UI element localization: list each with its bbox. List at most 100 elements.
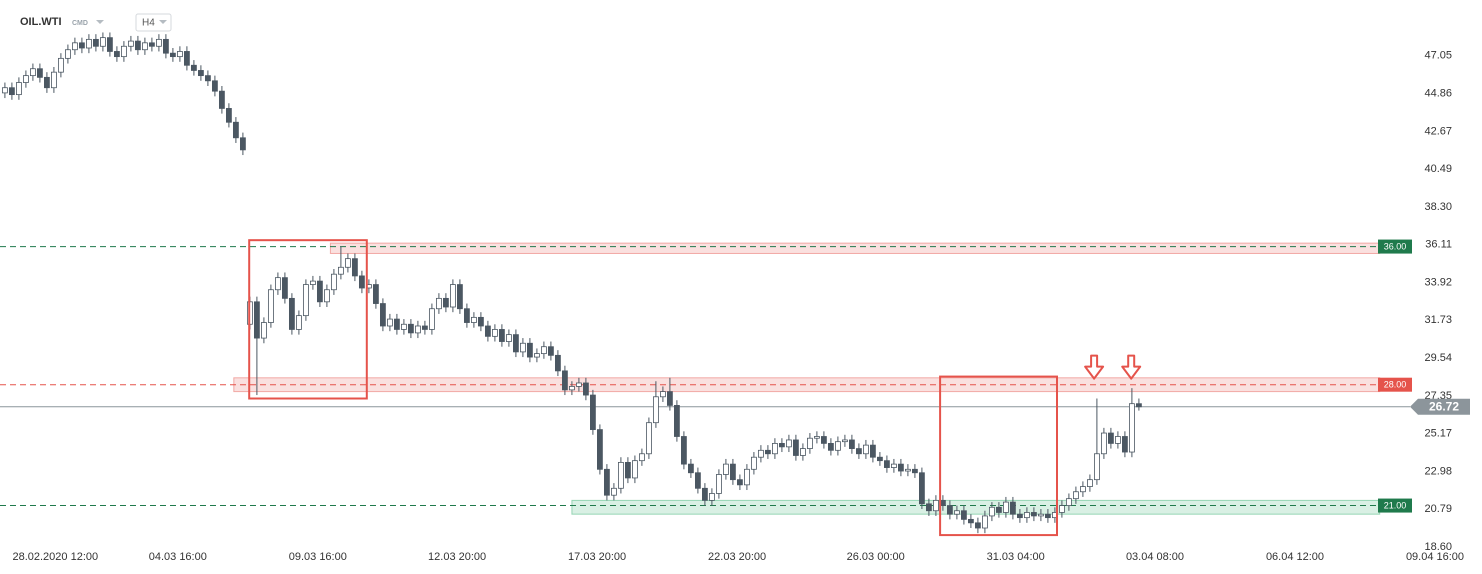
level-label: 28.00 [1384, 380, 1407, 390]
candle-body [470, 316, 477, 323]
candle-body [835, 441, 841, 451]
candle-body [583, 382, 589, 396]
candle-body [386, 318, 393, 327]
candle-body [477, 316, 484, 327]
candle-body [562, 370, 568, 391]
candle-body [618, 461, 624, 489]
candle-body [190, 64, 197, 71]
candle-body [51, 71, 57, 89]
candle-body [1087, 479, 1093, 487]
x-tick-label: 03.04 08:00 [1126, 551, 1184, 563]
candle-body [134, 40, 141, 51]
candle-body [1059, 505, 1065, 513]
candle-body [863, 444, 869, 455]
candle-body [695, 472, 701, 489]
x-tick-label: 06.04 12:00 [1266, 551, 1324, 563]
symbol: OIL.WTI [20, 16, 62, 28]
candle-body [8, 87, 15, 96]
candle-body [576, 382, 582, 387]
candle-body [169, 52, 176, 58]
candle-body [428, 308, 435, 330]
tag: CMD [72, 20, 88, 27]
x-tick-label: 26.03 00:00 [847, 551, 905, 563]
candle-body [1136, 403, 1142, 408]
highlight-box [248, 239, 368, 400]
candle-body [842, 439, 848, 443]
candle-body [674, 405, 680, 437]
candle-body [1003, 501, 1009, 513]
candle-body [463, 308, 470, 323]
candle-body [442, 297, 449, 308]
candle-body [947, 505, 953, 515]
down-arrow [1084, 354, 1105, 380]
y-tick-label: 18.60 [1424, 541, 1452, 553]
candle-body [940, 499, 946, 506]
candle-body [772, 443, 778, 455]
candle-body [253, 301, 260, 339]
candle-body [121, 45, 127, 58]
candle-body [1010, 501, 1016, 515]
candle-body [449, 284, 456, 308]
candle-body [856, 448, 862, 455]
candle-body [351, 258, 358, 277]
candle-body [660, 391, 666, 398]
candle-body [527, 342, 533, 358]
candle-body [877, 456, 883, 462]
candle-body [702, 487, 708, 501]
tag-dropdown[interactable] [96, 20, 104, 24]
candle-body [141, 42, 148, 51]
candle-body [127, 40, 134, 47]
candle-body [435, 297, 442, 310]
candle-body [225, 108, 232, 123]
candle-body [421, 325, 428, 330]
candle-body [1115, 436, 1121, 444]
candle-body [765, 449, 771, 455]
candle-body [954, 510, 960, 515]
candle-body [44, 76, 50, 89]
candle-body [484, 325, 491, 337]
y-tick-label: 47.05 [1424, 50, 1452, 62]
candle-body [456, 284, 463, 310]
candle-body [632, 460, 638, 479]
candle-body [86, 38, 92, 49]
candle-body [114, 51, 120, 58]
candle-body [197, 70, 204, 77]
candle-body [323, 289, 330, 303]
candle-body [1066, 498, 1072, 506]
candle-body [933, 499, 939, 512]
candle-body [821, 436, 827, 444]
candle-body [625, 461, 631, 479]
candle-body [730, 463, 736, 481]
candle-body [884, 460, 890, 468]
candle-body [912, 468, 918, 474]
candle-body [716, 474, 722, 494]
zone [571, 499, 1381, 515]
x-tick-label: 22.03 20:00 [708, 551, 766, 563]
candle-body [1108, 432, 1114, 444]
candle-body [807, 437, 813, 449]
candle-body [93, 38, 99, 47]
candle-body [162, 38, 169, 54]
y-tick-label: 25.17 [1424, 427, 1452, 439]
y-tick-label: 44.86 [1424, 87, 1452, 99]
timeframe-select[interactable] [135, 13, 172, 32]
candle-body [79, 42, 85, 49]
level-tag [1378, 377, 1412, 392]
candle-body [975, 522, 981, 529]
candle-body [1045, 513, 1051, 519]
candle-body [968, 518, 974, 524]
candle-body [604, 468, 610, 496]
candle-body [1024, 512, 1030, 519]
candle-body [407, 323, 414, 334]
candle-body [996, 506, 1002, 513]
candle-body [709, 493, 715, 501]
candle-body [498, 329, 505, 342]
candle-body [520, 342, 526, 353]
candle-body [211, 80, 218, 92]
y-tick-label: 40.49 [1424, 163, 1452, 175]
candle-body [597, 429, 603, 470]
candle-body [1122, 436, 1128, 453]
down-arrow [1121, 354, 1142, 380]
candle-body [1129, 403, 1135, 453]
y-tick-label: 29.54 [1424, 352, 1452, 364]
